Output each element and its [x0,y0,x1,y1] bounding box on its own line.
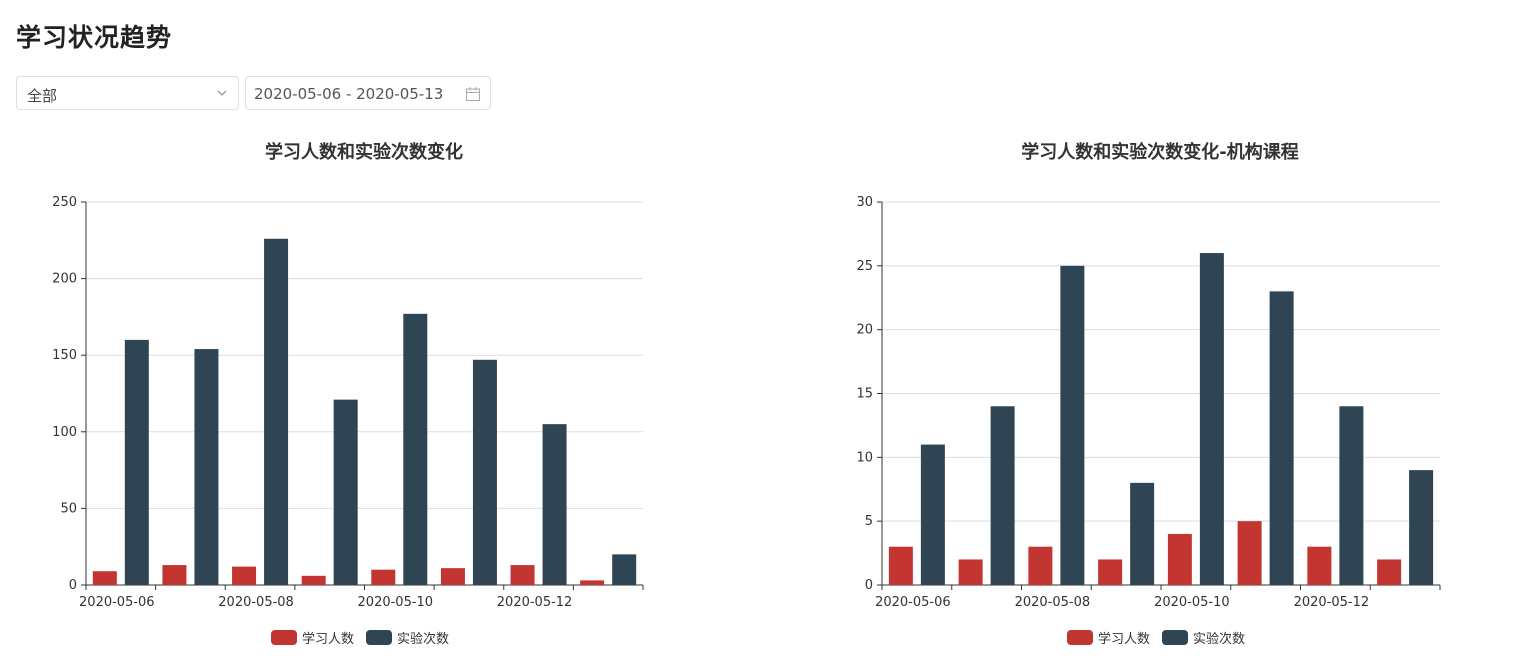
bar-experiments [1339,406,1364,585]
y-tick-label: 150 [52,348,77,363]
x-tick-label: 2020-05-08 [218,595,294,610]
bar-experiments [333,399,358,585]
date-range-picker[interactable]: 2020-05-06 - 2020-05-13 [245,76,491,110]
legend-item-learners[interactable]: 学习人数 [1067,628,1150,647]
chart-2-title: 学习人数和实验次数变化-机构课程 [1021,142,1299,163]
chart-2-plot: 0 5 10 15 20 25 30 2020-05-06 2020-05-08 2020-05-… [856,195,1441,610]
legend-label-experiments: 实验次数 [397,632,450,647]
y-tick-label: 20 [856,323,873,338]
bar-learners [371,569,396,585]
bar-experiments [1130,482,1155,585]
bar-learners [1098,559,1123,585]
legend-item-learners[interactable]: 学习人数 [271,628,354,647]
x-tick-label: 2020-05-12 [497,595,573,610]
bar-learners [1307,546,1332,585]
y-tick-label: 5 [865,514,873,529]
bar-learners [1167,533,1192,585]
bar-learners [888,546,913,585]
calendar-icon [466,87,480,101]
y-tick-label: 10 [856,450,873,465]
bar-learners [301,575,326,585]
bar-experiments [1199,253,1224,586]
bar-learners [958,559,983,585]
bar-experiments [1409,470,1434,585]
legend-swatch-learners [1067,630,1093,645]
y-tick-label: 25 [856,259,873,274]
x-tick-label: 2020-05-10 [1154,595,1230,610]
y-tick-label: 100 [52,425,77,440]
bar-learners [162,565,187,585]
legend-label-learners: 学习人数 [302,632,355,647]
legend-swatch-learners [271,630,297,645]
bar-experiments [542,424,567,585]
page-title: 学习状况趋势 [16,23,173,52]
y-tick-label: 0 [69,578,77,593]
legend-swatch-experiments [366,630,393,645]
bar-experiments [264,238,289,585]
bar-experiments [472,359,497,585]
legend-label-experiments: 实验次数 [1193,632,1246,647]
bar-learners [1028,546,1053,585]
bar-experiments [1060,265,1085,585]
y-tick-label: 200 [52,272,77,287]
chart-1-legend: 学习人数 实验次数 [271,628,461,647]
bar-learners [440,568,465,585]
x-tick-label: 2020-05-06 [875,595,951,610]
legend-label-learners: 学习人数 [1098,632,1151,647]
bar-experiments [920,444,945,585]
bar-experiments [1269,291,1294,585]
bar-experiments [403,313,428,585]
chart-1-title: 学习人数和实验次数变化 [265,142,463,163]
x-tick-label: 2020-05-10 [358,595,434,610]
y-tick-label: 50 [60,501,77,516]
x-tick-label: 2020-05-12 [1294,595,1370,610]
bar-learners [1237,521,1262,585]
legend-item-experiments[interactable]: 实验次数 [1162,628,1245,647]
bar-experiments [124,339,149,585]
bar-learners [510,565,535,585]
bar-experiments [990,406,1015,585]
bar-learners [580,580,605,585]
chevron-down-icon [217,90,227,96]
x-tick-label: 2020-05-06 [79,595,155,610]
chart-1-plot: 0 50 100 150 200 250 2020-05-06 2020-05-08 2020-… [52,195,644,610]
scope-select[interactable]: 全部 [16,76,239,110]
scope-select-value: 全部 [27,87,58,105]
bar-learners [92,571,117,585]
bar-experiments [612,554,637,585]
legend-swatch-experiments [1162,630,1189,645]
y-tick-label: 30 [856,195,873,210]
chart-2-legend: 学习人数 实验次数 [1067,628,1257,647]
bar-experiments [194,349,219,585]
x-tick-label: 2020-05-08 [1015,595,1091,610]
y-tick-label: 0 [865,578,873,593]
y-tick-label: 250 [52,195,77,210]
y-tick-label: 15 [856,387,873,402]
bar-learners [1377,559,1402,585]
date-range-text: 2020-05-06 - 2020-05-13 [254,85,444,103]
bar-learners [232,566,257,585]
legend-item-experiments[interactable]: 实验次数 [366,628,449,647]
